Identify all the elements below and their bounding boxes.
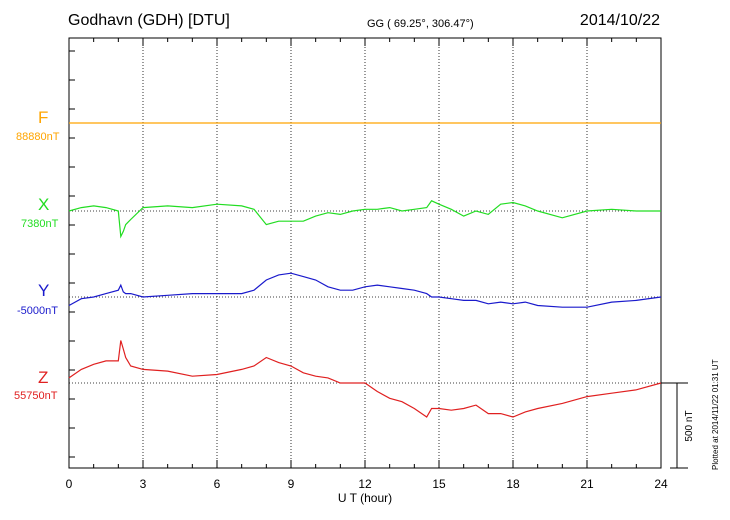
x-tick-label: 18	[506, 477, 520, 491]
component-label-z: Z	[38, 368, 49, 387]
x-tick-label: 12	[358, 477, 372, 491]
component-label-y: Y	[38, 281, 50, 300]
x-tick-label: 6	[214, 477, 221, 491]
trace-x	[68, 200, 661, 239]
baseline-label-x: 7380nT	[21, 218, 59, 230]
x-tick-label: 15	[432, 477, 446, 491]
chart-title: Godhavn (GDH) [DTU]	[68, 12, 230, 29]
x-tick-label: 3	[140, 477, 147, 491]
grid-lines	[69, 38, 661, 468]
chart-date: 2014/10/22	[579, 12, 660, 29]
data-traces	[68, 122, 662, 418]
station-coordinates: GG ( 69.25°, 306.47°)	[367, 18, 474, 30]
baseline-label-y: -5000nT	[17, 305, 58, 317]
plotted-timestamp: Plotted at 2014/11/22 01:31 UT	[711, 359, 720, 470]
x-tick-label: 9	[288, 477, 295, 491]
axis-ticks	[68, 38, 662, 468]
baseline-label-z: 55750nT	[14, 390, 58, 402]
scale-bar: 500 nT	[661, 382, 695, 469]
scale-bar-label: 500 nT	[684, 410, 695, 441]
x-tick-labels: 0 3 6 9 12 15 18 21 24	[66, 477, 668, 491]
component-label-x: X	[38, 195, 50, 214]
trace-z	[68, 340, 662, 418]
x-axis-label: U T (hour)	[338, 491, 392, 505]
x-tick-label: 0	[66, 477, 73, 491]
x-tick-label: 24	[654, 477, 668, 491]
baseline-label-f: 88880nT	[16, 131, 60, 143]
trace-y	[68, 272, 662, 308]
component-label-f: F	[38, 108, 49, 127]
x-tick-label: 21	[580, 477, 594, 491]
plot-frame	[68, 37, 662, 469]
